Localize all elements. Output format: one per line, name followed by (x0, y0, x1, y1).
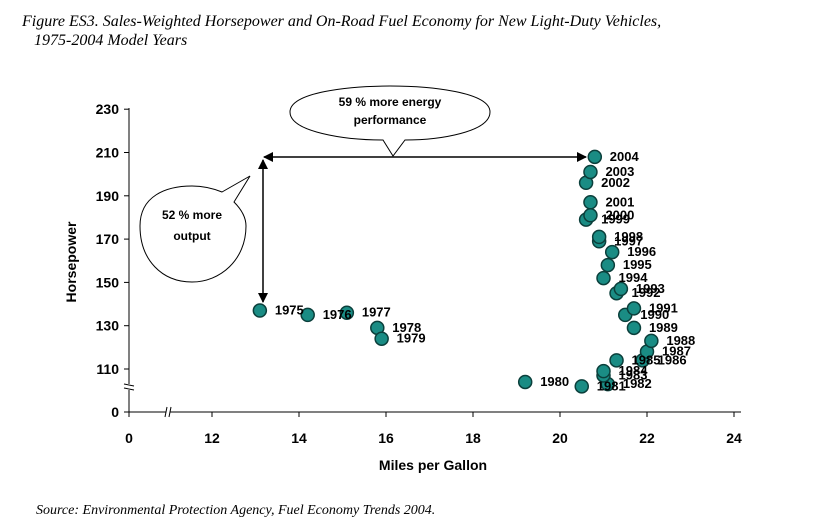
data-point-1977 (339, 305, 355, 320)
point-label-2000: 2000 (605, 207, 634, 222)
data-point-1989 (626, 320, 642, 336)
point-label-1976: 1976 (323, 307, 352, 322)
y-tick-label: 150 (96, 274, 120, 290)
point-label-1981: 1981 (597, 378, 626, 393)
y-tick-label: 210 (96, 145, 120, 161)
data-point-1981 (574, 379, 589, 394)
x-tick-label: 12 (204, 430, 220, 446)
point-label-1985: 1985 (632, 352, 661, 367)
figure-caption: Figure ES3. Sales-Weighted Horsepower an… (22, 12, 812, 50)
y-tick-label: 130 (96, 318, 120, 334)
point-label-2001: 2001 (605, 194, 634, 209)
data-point-2000 (583, 208, 598, 223)
y-tick-label: 170 (96, 231, 120, 247)
point-label-1982: 1982 (623, 376, 652, 391)
caption-line-2: 1975-2004 Model Years (34, 32, 188, 49)
data-points (252, 149, 659, 394)
point-label-1978: 1978 (392, 320, 421, 335)
data-point-1979 (374, 331, 389, 346)
point-label-1987: 1987 (662, 344, 691, 359)
point-label-1990: 1990 (640, 307, 669, 322)
axes (123, 108, 741, 418)
y-tick-label: 230 (96, 101, 120, 117)
x-tick-label: 24 (726, 430, 742, 446)
y-axis-label: Horsepower (63, 221, 79, 302)
data-point-1998 (591, 229, 607, 245)
x-tick-label: 18 (465, 430, 481, 446)
point-label-1998: 1998 (614, 229, 643, 244)
point-label-1986: 1986 (658, 352, 687, 367)
data-point-1993 (613, 281, 629, 297)
point-label-1983: 1983 (619, 367, 648, 382)
output-callout-line1: 52 % more (162, 208, 222, 222)
point-label-1979: 1979 (397, 331, 426, 346)
data-point-1991 (626, 301, 642, 316)
x-tick-label: 22 (639, 430, 655, 446)
tick-labels: 0 110 130 150 170 190 210 230 0 12 14 16 18 20 22 24 (96, 101, 742, 446)
output-callout-line2: output (173, 229, 210, 243)
data-point-1980 (517, 374, 533, 390)
data-point-1996 (604, 244, 620, 260)
caption-line-1: Figure ES3. Sales-Weighted Horsepower an… (22, 13, 662, 30)
energy-callout: 59 % more energy performance (289, 85, 491, 157)
data-point-1984 (596, 363, 611, 379)
x-tick-label: 14 (291, 430, 307, 446)
source-note: Source: Environmental Protection Agency,… (36, 503, 436, 518)
scatter-chart: 59 % more energy performance 52 % more o… (63, 85, 742, 473)
data-point-1994 (596, 270, 611, 286)
x-axis-label: Miles per Gallon (379, 457, 487, 473)
point-label-1993: 1993 (636, 281, 665, 296)
y-tick-label: 110 (96, 361, 119, 377)
data-point-2001 (583, 195, 598, 210)
energy-callout-line2: performance (354, 113, 427, 127)
point-label-2003: 2003 (605, 164, 634, 179)
y-tick-label: 0 (111, 404, 119, 420)
data-point-1995 (600, 257, 616, 273)
point-label-1999: 1999 (601, 212, 630, 227)
point-label-1977: 1977 (362, 305, 391, 320)
data-point-2004 (587, 149, 603, 165)
point-label-1995: 1995 (623, 257, 652, 272)
data-point-1975 (252, 303, 268, 318)
point-label-1988: 1988 (666, 333, 695, 348)
x-tick-label: 20 (552, 430, 568, 446)
point-label-1991: 1991 (649, 300, 678, 315)
data-point-1985 (609, 353, 624, 368)
output-callout: 52 % more output (139, 175, 251, 283)
point-label-2004: 2004 (610, 149, 640, 164)
point-label-2002: 2002 (601, 175, 630, 190)
y-tick-label: 190 (96, 188, 120, 204)
point-label-1975: 1975 (275, 303, 304, 318)
point-label-1984: 1984 (619, 363, 649, 378)
data-point-1976 (300, 307, 315, 323)
data-point-1988 (644, 333, 659, 349)
point-label-1994: 1994 (619, 270, 649, 285)
energy-callout-line1: 59 % more energy (339, 95, 442, 109)
point-label-1980: 1980 (540, 374, 569, 389)
x-tick-label: 0 (125, 430, 133, 446)
point-label-1992: 1992 (632, 285, 661, 300)
data-point-2003 (583, 164, 598, 180)
point-label-1989: 1989 (649, 320, 678, 335)
point-label-1997: 1997 (614, 233, 643, 248)
x-tick-label: 16 (378, 430, 394, 446)
point-label-1996: 1996 (627, 244, 656, 259)
